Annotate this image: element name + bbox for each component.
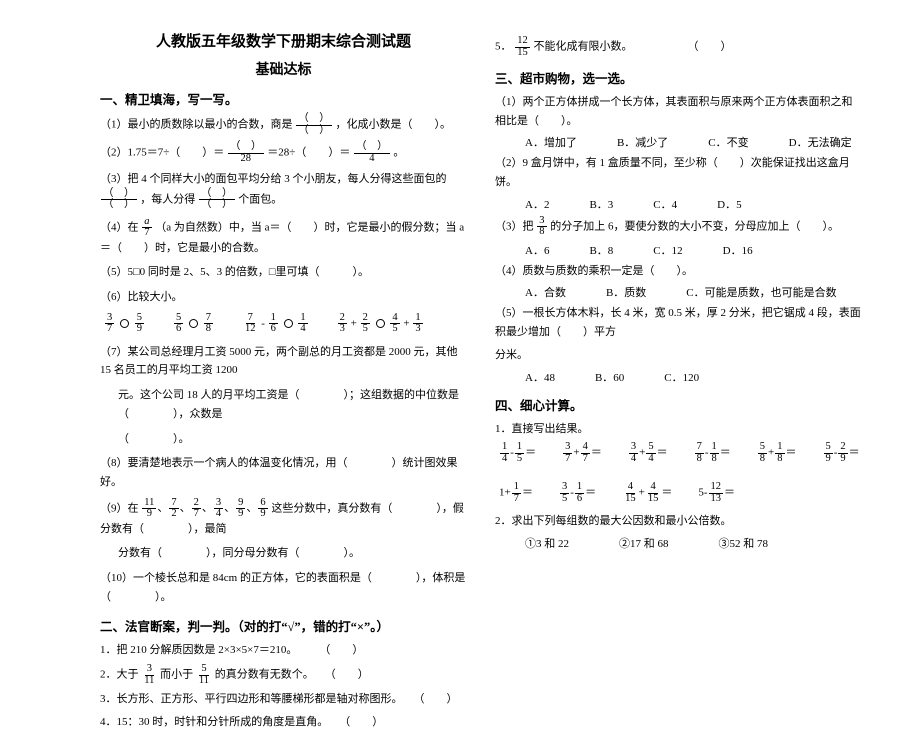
q2-frac-28: （ ）28 — [228, 142, 264, 164]
s3-q5a: （5）一根长方体木料，长 4 米，宽 0.5 米，厚 2 分米，把它锯成 4 段… — [495, 304, 862, 341]
cmp-4: 23 + 25 45 + 13 — [337, 313, 424, 335]
equation: 34+54＝ — [628, 442, 668, 464]
s3-q3-opts: A．6 B．8 C．12 D．16 — [495, 242, 862, 258]
right-column: 5． 1215 不能化成有限小数。 （ ） 三、超市购物，选一选。 （1）两个正… — [485, 30, 880, 617]
q3-c: 个面包。 — [238, 193, 282, 205]
q1-text-a: （1）最小的质数除以最小的合数，商是 — [100, 119, 293, 131]
q9-frac: 99 — [236, 498, 245, 520]
q6: （6）比较大小。 — [100, 288, 467, 307]
q2-c: 。 — [393, 147, 404, 159]
q3-a: （3）把 4 个同样大小的面包平均分给 3 个小朋友，每人分得这些面包的 — [100, 173, 447, 185]
q9-frac: 27 — [192, 498, 201, 520]
cmp-2: 56 78 — [173, 313, 214, 335]
q2-a: （2）1.75＝7÷（ ）＝ — [100, 147, 224, 159]
q4-a: （4）在 — [100, 221, 139, 233]
s3-q5b: 分米。 — [495, 346, 862, 365]
s2-q4: 4．15：30 时，时针和分针所成的角度是直角。 （ ） — [100, 713, 467, 731]
q4: （4）在 a7 （a 为自然数）中，当 a＝（ ）时，它是最小的假分数；当 a＝… — [100, 217, 467, 258]
s4-sub1: 1．直接写出结果。 — [495, 420, 862, 439]
equation: 35-16＝ — [559, 482, 596, 504]
equation: 14-15＝ — [499, 442, 536, 464]
q9-frac: 119 — [142, 498, 156, 520]
equation: 58+18＝ — [757, 442, 797, 464]
left-column: 人教版五年级数学下册期末综合测试题 基础达标 一、精卫填海，写一写。 （1）最小… — [40, 30, 485, 617]
s3-q4-opts: A．合数 B．质数 C．可能是质数，也可能是合数 — [495, 284, 862, 300]
q9-frac: 69 — [258, 498, 267, 520]
s2-q1: 1．把 210 分解质因数是 2×3×5×7＝210。 （ ） — [100, 641, 467, 660]
q10: （10）一个棱长总和是 84cm 的正方体，它的表面积是（ ），体积是（ ）。 — [100, 569, 467, 606]
s3-q4: （4）质数与质数的乘积一定是（ ）。 — [495, 262, 862, 281]
s3-q5-opts: A．48 B．60 C．120 — [495, 369, 862, 385]
circle-icon — [284, 319, 293, 328]
q8: （8）要清楚地表示一个病人的体温变化情况，用（ ）统计图效果好。 — [100, 454, 467, 491]
q9-frac: 34 — [214, 498, 223, 520]
q4-b: （a 为自然数）中，当 a＝（ ）时，它是最小的假分数；当 a＝（ ）时，它是最… — [100, 221, 464, 253]
q7c: （ ）。 — [100, 430, 467, 449]
equation: 1+17＝ — [499, 482, 533, 504]
s4-equations: 14-15＝ 37+47＝ 34+54＝ 78-18＝ 58+18＝ 59-29＝ 1+17… — [495, 442, 862, 504]
circle-icon — [376, 319, 385, 328]
s3-q2-opts: A．2 B．3 C．4 D．5 — [495, 196, 862, 212]
section-3-heading: 三、超市购物，选一选。 — [495, 68, 862, 87]
q7a: （7）某公司总经理月工资 5000 元，两个副总的月工资都是 2000 元，其他… — [100, 343, 467, 380]
sub-title: 基础达标 — [100, 59, 467, 79]
q3-frac-2: （ ）（ ） — [199, 189, 235, 211]
q1: （1）最小的质数除以最小的合数，商是 （ ）（ ） ，化成小数是（ ）。 — [100, 114, 467, 136]
s2-q5: 5． 1215 不能化成有限小数。 （ ） — [495, 36, 862, 58]
q4-frac: a7 — [142, 217, 151, 239]
s3-q1-opts: A．增加了 B．减少了 C．不变 D．无法确定 — [495, 134, 862, 150]
s3-q1: （1）两个正方体拼成一个长方体，其表面积与原来两个正方体表面积之和相比是（ ）。 — [495, 93, 862, 130]
main-title: 人教版五年级数学下册期末综合测试题 — [100, 30, 467, 51]
q3-b: ，每人分得 — [140, 193, 195, 205]
section-4-heading: 四、细心计算。 — [495, 395, 862, 414]
q7b: 元。这个公司 18 人的月平均工资是（ ）；这组数据的中位数是（ ），众数是 — [100, 386, 467, 423]
equation: 59-29＝ — [823, 442, 860, 464]
q9: （9）在 119、72、27、34、99、69 这些分数中，真分数有（ ），假分… — [100, 498, 467, 539]
s3-q2: （2）9 盒月饼中，有 1 盒质量不同，至少称（ ）次能保证找出这盒月饼。 — [495, 154, 862, 191]
s3-q3: （3）把 38 的分子加上 6，要使分数的大小不变，分母应加上（ ）。 — [495, 216, 862, 238]
s4-sets: ①3 和 22 ②17 和 68 ③52 和 78 — [495, 535, 862, 551]
cmp-3: 712 - 16 14 — [242, 313, 309, 335]
equation: 415+415＝ — [622, 482, 672, 504]
equation: 5-1213＝ — [698, 482, 735, 504]
q5: （5）5□0 同时是 2、5、3 的倍数，□里可填（ ）。 — [100, 263, 467, 282]
q2-b: ＝28÷（ ）＝ — [267, 147, 350, 159]
cmp-1: 37 59 — [104, 313, 145, 335]
s2-q3: 3．长方形、正方形、平行四边形和等腰梯形都是轴对称图形。 （ ） — [100, 690, 467, 709]
q2: （2）1.75＝7÷（ ）＝ （ ）28 ＝28÷（ ）＝ （ ）4 。 — [100, 142, 467, 164]
s4-sub2: 2．求出下列每组数的最大公因数和最小公倍数。 — [495, 512, 862, 531]
circle-icon — [120, 319, 129, 328]
q9-frac: 72 — [169, 498, 178, 520]
s2-q2: 2．大于 311 而小于 511 的真分数有无数个。 （ ） — [100, 664, 467, 686]
q2-frac-4: （ ）4 — [354, 142, 390, 164]
q3-frac-1: （ ）（ ） — [101, 189, 137, 211]
circle-icon — [189, 319, 198, 328]
q6-row: 37 59 56 78 712 - 16 14 23 + 25 45 + 13 — [100, 313, 467, 335]
equation: 37+47＝ — [562, 442, 602, 464]
q9c: 分数有（ ），同分母分数有（ ）。 — [100, 544, 467, 563]
section-2-heading: 二、法官断案，判一判。（对的打“√”，错的打“×”。） — [100, 616, 467, 635]
q9-a: （9）在 — [100, 502, 139, 514]
q1-text-b: ，化成小数是（ ）。 — [336, 119, 452, 131]
q1-blank-frac: （ ）（ ） — [296, 114, 332, 136]
section-1-heading: 一、精卫填海，写一写。 — [100, 89, 467, 108]
q3: （3）把 4 个同样大小的面包平均分给 3 个小朋友，每人分得这些面包的 （ ）… — [100, 170, 467, 211]
equation: 78-18＝ — [694, 442, 731, 464]
